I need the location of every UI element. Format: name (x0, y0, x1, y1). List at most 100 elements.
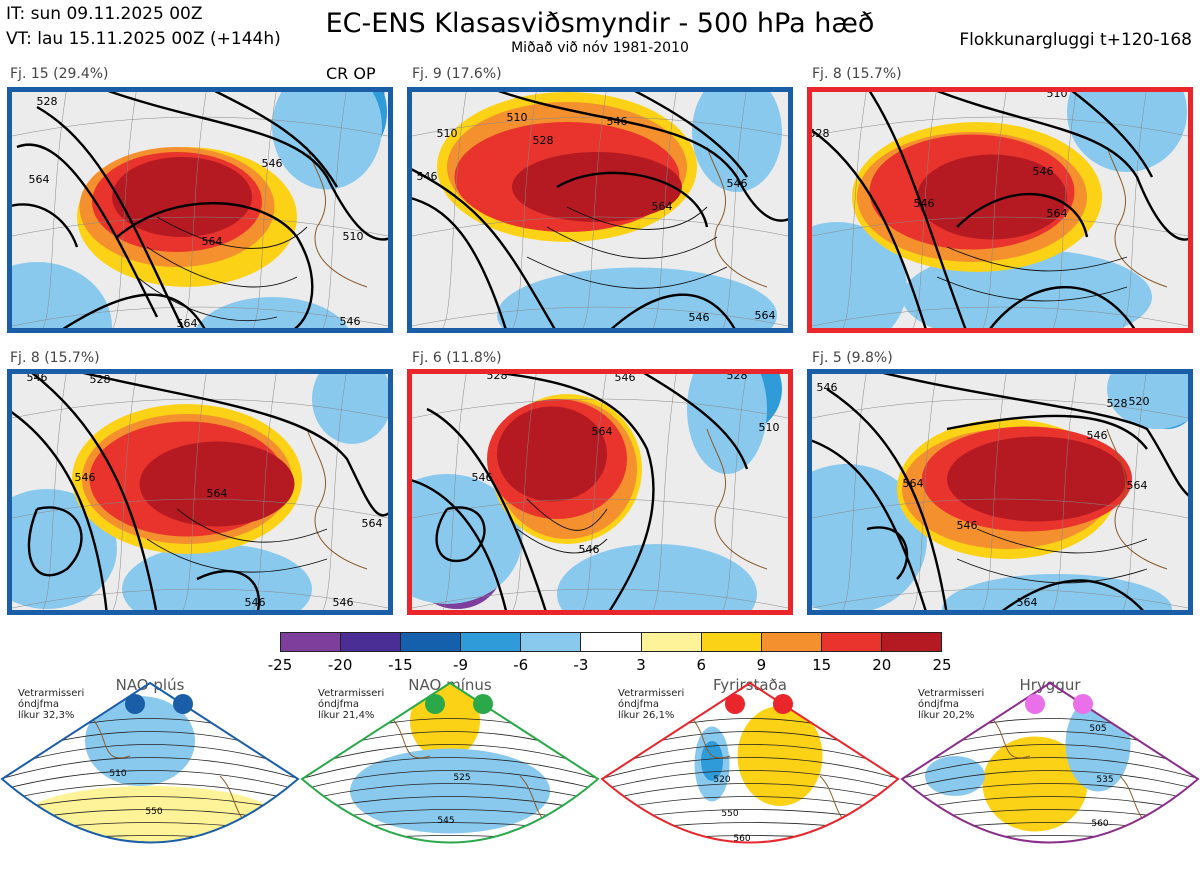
contour-label: 510 (507, 111, 528, 124)
height-contour-thin (516, 528, 608, 554)
height-contour-thin (526, 256, 728, 289)
cluster-label: Fj. 15 (29.4%) (10, 66, 109, 82)
coastline (1106, 428, 1168, 570)
contour-label: 510 (343, 230, 364, 243)
meridian-line (436, 369, 468, 615)
regime-contour (302, 744, 598, 769)
parallel-line (807, 588, 1193, 610)
regime-contour (602, 796, 898, 813)
regime-info-line: Vetrarmisseri (618, 688, 685, 699)
cluster-map-svg: 528 546 564 546 564 510 564 (7, 87, 393, 333)
colorbar-tick-label: 9 (756, 656, 767, 674)
regime-marker-dot (1025, 694, 1045, 714)
contour-label: 564 (177, 317, 198, 330)
meridian-line (906, 87, 938, 333)
regime-frame (0, 681, 300, 844)
cluster-map-panel: 546 528 546 564 564 546 546 (7, 369, 393, 615)
regime-anomaly-shading (925, 756, 985, 796)
anomaly-shading (312, 369, 392, 444)
anomaly-shading (807, 222, 907, 333)
parallel-line (807, 216, 1193, 238)
height-contour (196, 569, 260, 615)
regime-info-line: líkur 26,1% (618, 710, 675, 721)
regime-contour (902, 835, 1198, 843)
regime-frame (407, 369, 793, 615)
regime-nao-minus: NAO mínus Vetrarmisseri óndjfma líkur 21,4%… (300, 676, 600, 871)
meridian-line (36, 369, 68, 615)
coastline (1106, 146, 1168, 288)
contour-label: 546 (607, 115, 628, 128)
contour-label: 528 (90, 373, 111, 386)
meridian-line (506, 87, 538, 333)
height-contour (26, 369, 159, 615)
parallel-line (7, 588, 393, 610)
cluster-map-panel: 528 546 564 528 546 546 510 (407, 369, 793, 615)
coastline (706, 428, 768, 570)
anomaly-shading (512, 152, 682, 222)
meridian-line (246, 87, 278, 333)
valid-time: VT: lau 15.11.2025 00Z (+144h) (6, 29, 281, 49)
colorbar-tick-label: 25 (932, 656, 952, 674)
colorbar-segment (881, 633, 942, 651)
parallel-line (7, 216, 393, 238)
regime-info-line: óndjfma (618, 699, 659, 710)
height-contour-thin (566, 206, 708, 230)
parallel-line (807, 116, 1193, 138)
regime-contour (900, 849, 1200, 857)
contour-label: 546 (472, 471, 493, 484)
regime-contour-label: 520 (713, 775, 730, 785)
colorbar-tick-label: 20 (872, 656, 892, 674)
regime-info-line: óndjfma (18, 699, 59, 710)
contour-label: 546 (957, 519, 978, 532)
height-contour (807, 437, 929, 615)
regime-map-svg: 505 535 560 (900, 681, 1200, 868)
meridian-line (836, 87, 868, 333)
regime-contour (600, 862, 900, 868)
contour-label: 564 (755, 309, 776, 322)
colorbar-segment (401, 633, 462, 651)
colorbar-segment (701, 633, 762, 651)
contour-label: 564 (29, 173, 50, 186)
meridian-line (976, 87, 1008, 333)
regime-contour (602, 822, 898, 835)
regime-contour (900, 862, 1200, 868)
regime-contour (302, 757, 598, 780)
contour-label: 546 (579, 543, 600, 556)
regime-contour (2, 757, 298, 780)
regime-contour-label: 510 (109, 769, 126, 779)
anomaly-shading (947, 436, 1127, 522)
height-contour (7, 408, 109, 615)
cluster-map-svg: 546 510 510 546 528 546 564 546 564 (407, 87, 793, 333)
cluster-label: Fj. 8 (15.7%) (812, 66, 902, 82)
regime-contour-label: 525 (453, 773, 470, 783)
meridian-line (906, 369, 938, 615)
regime-ridge: Hryggur Vetrarmisseri óndjfma líkur 20,2% 50… (900, 676, 1200, 871)
cluster-label: Fj. 5 (9.8%) (812, 350, 893, 366)
regime-contour-label: 505 (1089, 724, 1106, 734)
regime-contour (2, 796, 298, 813)
regime-contour (302, 783, 598, 802)
colorbar-segment (821, 633, 882, 651)
meridian-line (436, 87, 468, 333)
height-contour (807, 126, 929, 333)
regime-frame (7, 369, 393, 615)
contour-label: 528 (533, 134, 554, 147)
height-contour (626, 87, 748, 178)
regime-contour-label: 550 (721, 809, 738, 819)
regime-frame (600, 681, 900, 844)
height-contour (866, 87, 969, 333)
regime-marker-dot (125, 694, 145, 714)
height-contour-thin (136, 276, 278, 322)
meridian-line (106, 369, 138, 615)
height-contour-thin (936, 276, 1128, 302)
contour-label: 564 (362, 517, 383, 530)
contour-label: 546 (417, 170, 438, 183)
height-contour (435, 506, 486, 563)
meridian-line (1116, 87, 1148, 333)
regime-map-svg: 520 550 560 (600, 681, 900, 868)
height-contour (996, 579, 1148, 615)
contour-label: 546 (245, 596, 266, 609)
height-contour-thin (176, 508, 328, 543)
height-contour (36, 105, 187, 333)
colorbar-tick-label: -15 (388, 656, 413, 674)
